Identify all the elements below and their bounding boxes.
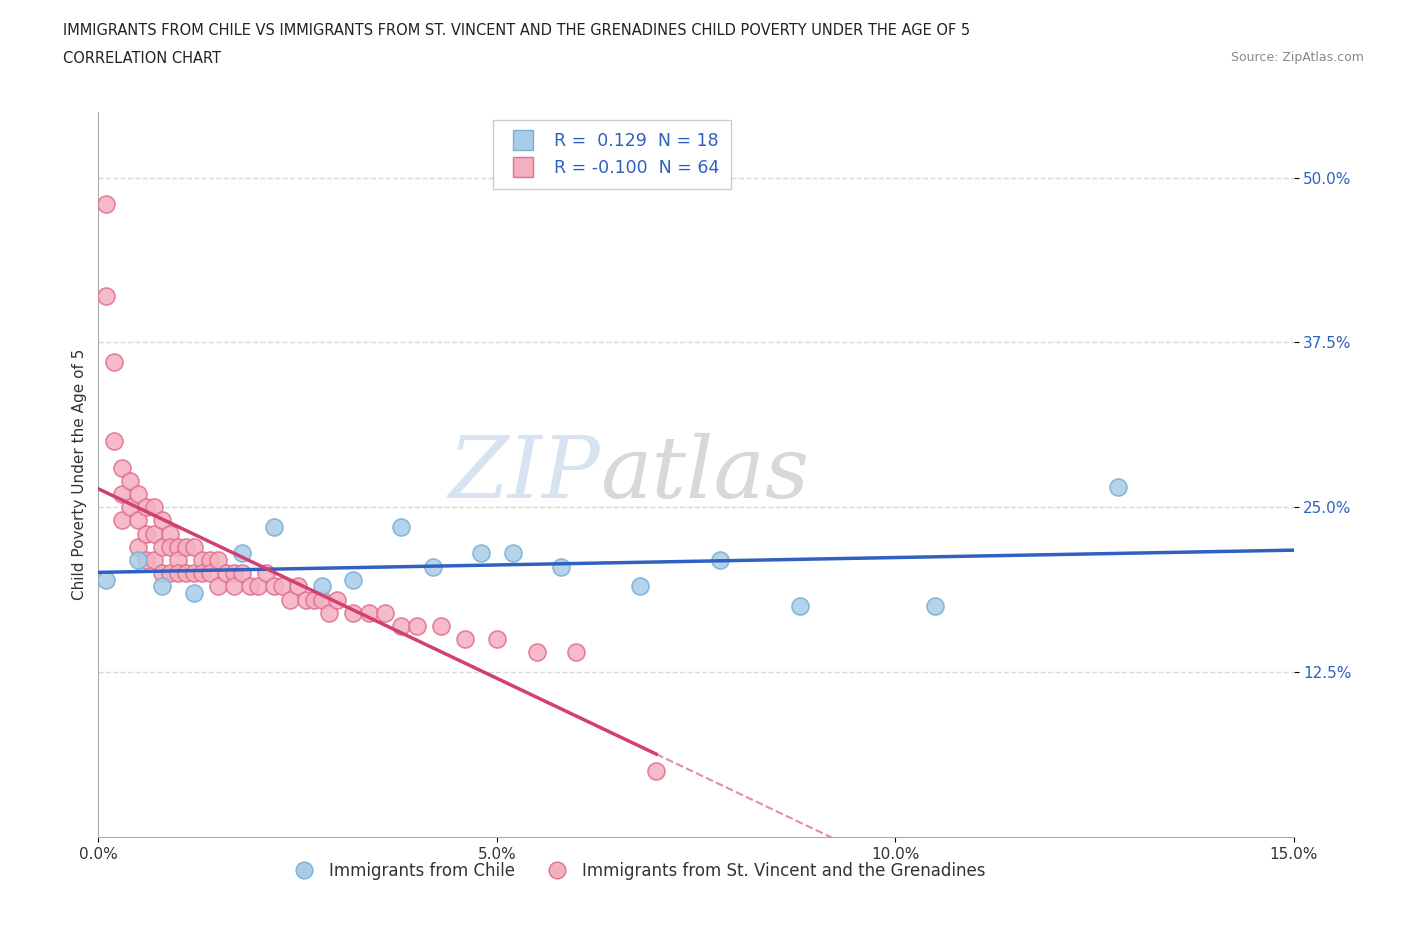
Y-axis label: Child Poverty Under the Age of 5: Child Poverty Under the Age of 5	[72, 349, 87, 600]
Point	[311, 592, 333, 607]
Point	[143, 526, 166, 541]
Point	[111, 460, 134, 475]
Point	[207, 552, 229, 567]
Point	[120, 473, 142, 488]
Point	[150, 539, 173, 554]
Point	[167, 552, 190, 567]
Point	[1107, 480, 1129, 495]
Point	[526, 644, 548, 659]
Point	[135, 552, 157, 567]
Point	[127, 513, 149, 528]
Point	[430, 618, 453, 633]
Point	[120, 499, 142, 514]
Point	[167, 539, 190, 554]
Point	[127, 552, 149, 567]
Point	[150, 579, 173, 594]
Point	[789, 599, 811, 614]
Point	[159, 565, 181, 580]
Text: CORRELATION CHART: CORRELATION CHART	[63, 51, 221, 66]
Point	[359, 605, 381, 620]
Point	[143, 499, 166, 514]
Point	[389, 520, 412, 535]
Point	[150, 565, 173, 580]
Point	[191, 552, 214, 567]
Point	[311, 579, 333, 594]
Point	[222, 565, 245, 580]
Point	[127, 539, 149, 554]
Point	[96, 289, 118, 304]
Text: Source: ZipAtlas.com: Source: ZipAtlas.com	[1230, 51, 1364, 64]
Point	[628, 579, 651, 594]
Point	[287, 579, 309, 594]
Point	[454, 631, 477, 646]
Point	[159, 539, 181, 554]
Point	[191, 565, 214, 580]
Point	[374, 605, 396, 620]
Text: atlas: atlas	[600, 433, 810, 515]
Point	[198, 552, 221, 567]
Point	[159, 526, 181, 541]
Point	[263, 520, 285, 535]
Point	[485, 631, 508, 646]
Point	[342, 605, 364, 620]
Point	[278, 592, 301, 607]
Text: IMMIGRANTS FROM CHILE VS IMMIGRANTS FROM ST. VINCENT AND THE GRENADINES CHILD PO: IMMIGRANTS FROM CHILE VS IMMIGRANTS FROM…	[63, 23, 970, 38]
Point	[174, 565, 197, 580]
Point	[645, 764, 668, 778]
Point	[231, 546, 253, 561]
Point	[135, 526, 157, 541]
Point	[263, 579, 285, 594]
Point	[302, 592, 325, 607]
Legend: Immigrants from Chile, Immigrants from St. Vincent and the Grenadines: Immigrants from Chile, Immigrants from S…	[281, 856, 991, 886]
Point	[326, 592, 349, 607]
Point	[96, 572, 118, 587]
Point	[254, 565, 277, 580]
Point	[127, 486, 149, 501]
Point	[389, 618, 412, 633]
Point	[198, 565, 221, 580]
Point	[135, 499, 157, 514]
Point	[550, 559, 572, 574]
Point	[111, 513, 134, 528]
Point	[565, 644, 588, 659]
Point	[239, 579, 262, 594]
Text: ZIP: ZIP	[449, 433, 600, 515]
Point	[167, 565, 190, 580]
Point	[502, 546, 524, 561]
Point	[294, 592, 316, 607]
Point	[422, 559, 444, 574]
Point	[183, 565, 205, 580]
Point	[103, 434, 125, 449]
Point	[406, 618, 429, 633]
Point	[111, 486, 134, 501]
Point	[215, 565, 238, 580]
Point	[207, 579, 229, 594]
Point	[96, 196, 118, 211]
Point	[342, 572, 364, 587]
Point	[470, 546, 492, 561]
Point	[709, 552, 731, 567]
Point	[318, 605, 340, 620]
Point	[270, 579, 292, 594]
Point	[222, 579, 245, 594]
Point	[183, 586, 205, 601]
Point	[103, 354, 125, 369]
Point	[924, 599, 946, 614]
Point	[231, 565, 253, 580]
Point	[174, 539, 197, 554]
Point	[183, 539, 205, 554]
Point	[143, 552, 166, 567]
Point	[150, 513, 173, 528]
Point	[246, 579, 269, 594]
